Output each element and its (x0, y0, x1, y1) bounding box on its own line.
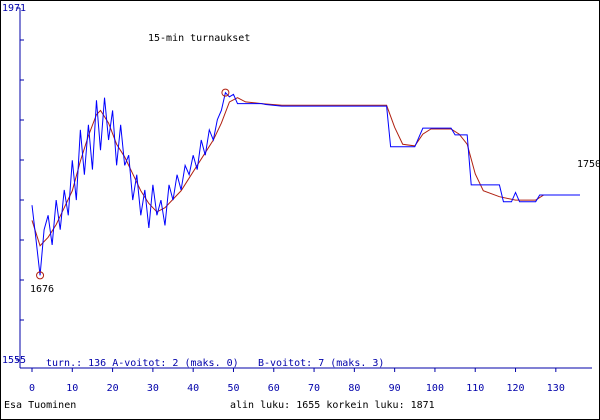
x-tick-label: 40 (187, 383, 199, 394)
chart-title: 15-min turnaukset (148, 33, 250, 44)
x-tick-label: 70 (308, 383, 320, 394)
x-tick-label: 130 (547, 383, 565, 394)
end-label: 1750 (577, 159, 600, 170)
player-name: Esa Tuominen (4, 400, 76, 411)
x-tick-label: 50 (227, 383, 239, 394)
x-tick-label: 120 (506, 383, 524, 394)
range-text: alin luku: 1655 korkein luku: 1871 (230, 400, 435, 411)
extreme-marker (221, 88, 230, 97)
axis-ticks (20, 39, 24, 321)
x-tick-label: 90 (389, 383, 401, 394)
x-tick-label: 60 (268, 383, 280, 394)
stats-b: B-voitot: 7 (maks. 3) (258, 358, 384, 369)
series-line (31, 91, 580, 276)
series-line (31, 97, 580, 247)
x-tick-label: 110 (466, 383, 484, 394)
x-tick-label: 100 (426, 383, 444, 394)
x-tick-label: 80 (348, 383, 360, 394)
extreme-marker (36, 271, 45, 280)
stats-a: turn.: 136 A-voitot: 2 (maks. 0) (46, 358, 239, 369)
x-tick-label: 20 (107, 383, 119, 394)
x-tick-label: 10 (66, 383, 78, 394)
x-tick-label: 0 (29, 383, 35, 394)
y-tick-label: 1555 (2, 355, 26, 366)
x-tick-label: 30 (147, 383, 159, 394)
y-tick-label: 1971 (2, 3, 26, 14)
min-label: 1676 (30, 284, 54, 295)
